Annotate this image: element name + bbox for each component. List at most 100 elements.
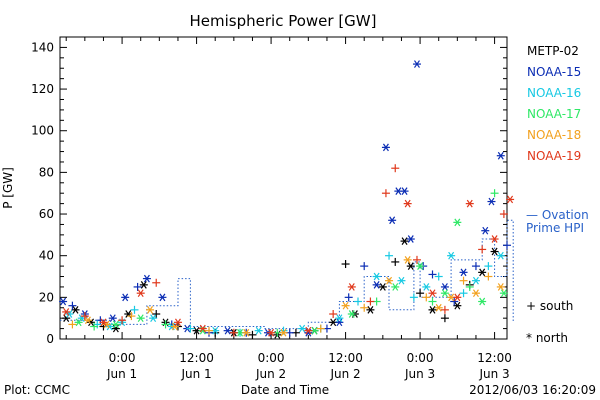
x-tick-time-label: 0:00 xyxy=(407,351,434,365)
legend-north: * north xyxy=(526,331,568,345)
north-point xyxy=(506,195,515,204)
chart-title: Hemispheric Power [GW] xyxy=(190,12,377,30)
x-axis-label: Date and Time xyxy=(241,383,329,397)
north-point xyxy=(254,326,263,335)
south-point xyxy=(152,278,161,287)
x-tick-date-label: Jun 2 xyxy=(329,367,360,381)
north-point xyxy=(146,305,155,314)
south-point xyxy=(152,310,161,319)
y-tick-label: 120 xyxy=(31,82,54,96)
north-point xyxy=(453,293,462,302)
south-point xyxy=(354,297,362,306)
south-point xyxy=(434,272,443,281)
north-point xyxy=(158,293,167,302)
x-tick-time-label: 12:00 xyxy=(328,351,363,365)
north-point xyxy=(406,262,415,270)
plot-credit: Plot: CCMC xyxy=(4,383,70,397)
north-point xyxy=(372,280,381,289)
south-point xyxy=(133,282,142,291)
south-point xyxy=(385,251,394,260)
north-point xyxy=(121,293,130,302)
y-tick-label: 40 xyxy=(39,249,54,263)
north-point xyxy=(83,316,92,325)
south-point xyxy=(428,270,437,279)
north-point xyxy=(403,199,412,208)
legend-entry: NOAA-15 xyxy=(527,65,581,79)
legend-entry: METP-02 xyxy=(527,44,579,58)
south-point xyxy=(465,282,474,291)
north-point xyxy=(490,247,499,256)
legend-entry: NOAA-16 xyxy=(527,86,581,100)
south-point xyxy=(360,303,369,312)
south-point xyxy=(409,293,418,302)
south-point xyxy=(68,320,77,329)
north-point xyxy=(400,237,409,245)
north-point xyxy=(136,289,145,298)
south-point xyxy=(484,272,493,281)
south-point xyxy=(68,301,77,310)
south-point xyxy=(391,257,400,266)
south-point xyxy=(428,297,437,306)
north-point xyxy=(478,297,487,306)
south-point xyxy=(440,305,449,314)
south-point xyxy=(341,260,350,269)
north-point xyxy=(62,314,71,323)
y-axis: 0 20 40 60 80 100 120 140 xyxy=(31,36,507,346)
x-tick-date-label: Jun 3 xyxy=(478,367,509,381)
legend-ovation-line2: Prime HPI xyxy=(526,221,584,235)
north-point xyxy=(366,305,375,314)
north-point xyxy=(378,283,387,291)
north-point xyxy=(198,324,207,333)
south-point xyxy=(484,262,493,271)
y-axis-label: P [GW] xyxy=(1,167,15,209)
north-point xyxy=(397,276,406,285)
south-point xyxy=(316,324,325,333)
north-point xyxy=(108,314,117,323)
north-point xyxy=(496,283,505,291)
x-tick-date-label: Jun 2 xyxy=(255,367,286,381)
north-point xyxy=(59,297,68,306)
north-point xyxy=(136,314,145,323)
north-point xyxy=(111,320,120,329)
x-tick-date-label: Jun 1 xyxy=(106,367,137,381)
north-point xyxy=(440,283,449,291)
x-tick-date-label: Jun 1 xyxy=(180,367,211,381)
south-point xyxy=(490,189,499,198)
north-point xyxy=(391,283,400,291)
ovation-hpi-line xyxy=(60,219,514,330)
south-point xyxy=(130,305,139,314)
south-point xyxy=(344,293,353,302)
north-point xyxy=(471,276,480,285)
south-point xyxy=(118,316,127,325)
x-tick-date-label: Jun 3 xyxy=(404,367,435,381)
south-point xyxy=(503,241,511,250)
north-point xyxy=(341,301,350,310)
north-point xyxy=(142,274,151,283)
north-point xyxy=(496,251,505,260)
north-point xyxy=(487,197,496,206)
north-point xyxy=(471,289,480,298)
south-point xyxy=(366,297,375,306)
legend-entry: NOAA-18 xyxy=(527,128,581,142)
north-point xyxy=(335,314,344,323)
north-point xyxy=(139,280,148,289)
south-point xyxy=(412,255,421,264)
north-point xyxy=(347,310,356,318)
south-point xyxy=(391,164,400,173)
north-point xyxy=(499,289,508,298)
ovation-hpi-series xyxy=(60,219,514,330)
north-point xyxy=(99,318,108,327)
y-tick-label: 20 xyxy=(39,290,54,304)
south-point xyxy=(440,314,449,323)
north-point xyxy=(434,303,443,312)
south-point xyxy=(329,310,338,319)
north-point xyxy=(149,314,158,323)
south-point xyxy=(381,189,390,198)
x-tick-time-label: 12:00 xyxy=(477,351,512,365)
north-point xyxy=(335,318,344,327)
y-tick-label: 100 xyxy=(31,124,54,138)
south-point xyxy=(459,276,468,285)
south-point xyxy=(478,245,487,254)
south-point xyxy=(80,312,89,321)
